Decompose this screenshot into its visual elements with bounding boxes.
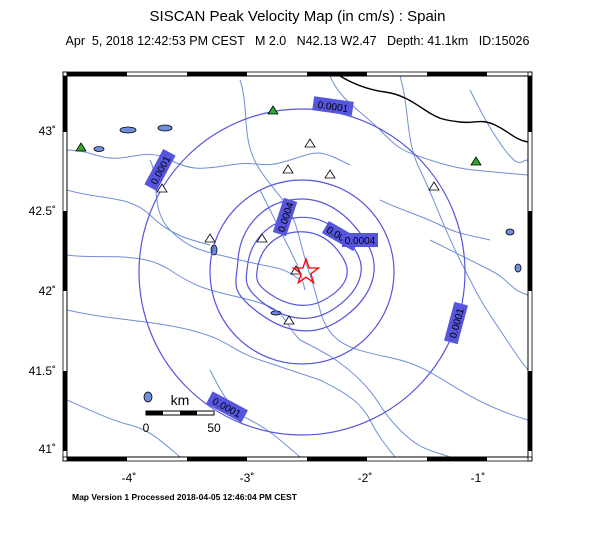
contour-label: 0.0004	[342, 233, 378, 247]
contour-label: 0.0001	[312, 96, 354, 116]
map-frame	[62, 71, 533, 462]
station-triangle	[428, 181, 440, 191]
svg-text:0.0004: 0.0004	[345, 236, 376, 247]
station-triangle	[470, 156, 482, 166]
svg-text:0.0001: 0.0001	[317, 100, 349, 115]
footer-processed: Map Version 1 Processed 2018-04-05 12:46…	[72, 492, 297, 502]
lakes	[93, 124, 522, 403]
contour-inner-3	[256, 231, 348, 306]
event-info: Apr 5, 2018 12:42:53 PM CEST M 2.0 N42.1…	[65, 34, 530, 48]
stations	[75, 105, 482, 325]
map-canvas: 0.0001 0.0001 0.0001 0.0001 0.0004 0.000…	[67, 76, 528, 457]
rivers	[67, 76, 528, 457]
y-tick-label: 41˚	[39, 442, 56, 456]
x-tick-label: -4˚	[122, 471, 137, 485]
epicenter-star	[291, 257, 321, 285]
y-tick-label: 41.5˚	[29, 364, 56, 378]
x-axis-labels: -4˚ -3˚ -2˚ -1˚	[122, 471, 486, 485]
station-triangle	[283, 315, 295, 325]
station-triangle	[256, 233, 268, 243]
x-tick-label: -2˚	[358, 471, 373, 485]
station-triangle	[282, 164, 294, 174]
contour-outer	[138, 108, 466, 436]
scale-unit: km	[171, 392, 190, 408]
x-tick-label: -3˚	[240, 471, 255, 485]
y-tick-label: 42.5˚	[29, 204, 56, 218]
x-tick-label: -1˚	[471, 471, 486, 485]
station-triangle	[267, 105, 279, 115]
scale-start: 0	[143, 421, 150, 435]
coastline	[339, 76, 528, 143]
contour-inner-1	[235, 198, 375, 332]
scale-bar: km 0 50	[143, 392, 221, 435]
station-triangle	[204, 233, 216, 243]
contour-mid	[209, 179, 395, 365]
station-triangle	[304, 138, 316, 148]
station-triangle	[156, 183, 168, 193]
map-title: SISCAN Peak Velocity Map (in cm/s) : Spa…	[149, 8, 446, 25]
y-axis-labels: 43˚ 42.5˚ 42˚ 41.5˚ 41˚	[29, 124, 56, 456]
scale-end: 50	[207, 421, 221, 435]
y-tick-label: 42˚	[39, 284, 56, 298]
station-triangle	[324, 169, 336, 179]
station-triangle	[75, 142, 87, 152]
contours	[138, 108, 466, 436]
y-tick-label: 43˚	[39, 124, 56, 138]
